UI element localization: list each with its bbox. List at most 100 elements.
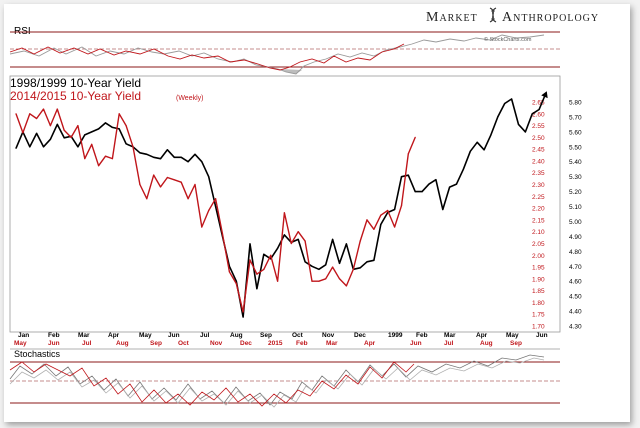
legend-black-label: 1998/1999 10-Year Yield xyxy=(10,76,141,90)
y-tick-black: 5.00 xyxy=(569,219,582,226)
x-axis-bottom-labels: May Jun Jul Aug Sep Oct Nov Dec 2015 Feb Mar Apr Jun… xyxy=(14,340,522,347)
chart-frame: RSI © StockCharts.com Market Anthropolog… xyxy=(4,4,630,422)
x-tick-top: Jun xyxy=(536,332,548,339)
data-point xyxy=(283,212,285,214)
rsi-red-line xyxy=(9,43,405,71)
data-point xyxy=(104,122,107,124)
data-point xyxy=(153,156,155,158)
chart-canvas: RSI © StockCharts.com Market Anthropolog… xyxy=(9,7,599,408)
x-tick-top: Aug xyxy=(230,332,243,339)
series-line-1998-1999 xyxy=(15,92,547,318)
data-point xyxy=(118,113,120,115)
x-tick-top: Mar xyxy=(444,332,456,339)
data-point xyxy=(166,176,168,179)
y-tick-red: 2.20 xyxy=(532,206,545,213)
x-tick-bottom: Sep xyxy=(510,340,522,347)
rsi-gray-line xyxy=(9,34,545,75)
data-point xyxy=(352,268,354,270)
x-tick-bottom: 2015 xyxy=(268,340,283,347)
data-point xyxy=(373,259,375,261)
data-point xyxy=(208,176,210,178)
y-tick-black: 4.90 xyxy=(569,234,582,241)
data-point xyxy=(221,233,224,235)
data-point xyxy=(146,198,148,200)
data-point xyxy=(187,161,189,163)
y-tick-red: 1.75 xyxy=(532,312,545,319)
data-point xyxy=(36,132,38,134)
data-point xyxy=(91,131,93,133)
y-tick-red: 2.45 xyxy=(532,147,545,154)
y-tick-red: 1.95 xyxy=(532,265,545,272)
series-line-2014-2015 xyxy=(15,108,416,313)
data-point xyxy=(180,181,182,183)
data-point xyxy=(304,261,306,263)
data-point xyxy=(345,243,347,245)
data-point xyxy=(125,143,127,145)
data-point xyxy=(49,138,52,140)
data-point xyxy=(277,247,279,249)
x-tick-top: May xyxy=(506,332,519,339)
data-point xyxy=(215,198,217,200)
y-tick-red: 2.25 xyxy=(532,194,545,201)
y-tick-black: 5.10 xyxy=(569,204,582,211)
y-tick-black: 5.20 xyxy=(569,189,582,196)
data-point xyxy=(242,311,244,313)
data-point xyxy=(166,149,168,151)
data-point xyxy=(414,136,416,138)
legend-red-note: (Weekly) xyxy=(176,95,203,102)
y-tick-black: 5.80 xyxy=(569,100,582,107)
data-point xyxy=(311,265,313,267)
stochastics-label: Stochastics xyxy=(14,349,61,359)
x-tick-bottom: Jun xyxy=(48,340,60,347)
y-tick-black: 5.30 xyxy=(569,174,582,181)
x-tick-bottom: Oct xyxy=(178,340,190,347)
y-tick-red: 2.00 xyxy=(532,253,545,260)
data-point xyxy=(22,132,24,134)
brand-name-right: Anthropology xyxy=(502,10,599,25)
data-point xyxy=(63,129,65,131)
data-point xyxy=(70,136,72,138)
y-axis-black: 5.80 5.70 5.60 5.50 5.40 5.30 5.20 5.10 5.00 4.90… xyxy=(569,100,582,331)
y-tick-black: 4.30 xyxy=(569,324,582,331)
data-point xyxy=(125,125,127,127)
data-point xyxy=(469,150,471,152)
data-point xyxy=(380,214,382,216)
y-tick-red: 2.35 xyxy=(532,170,545,177)
data-point xyxy=(338,278,341,280)
data-point xyxy=(407,153,409,155)
y-tick-red: 2.50 xyxy=(532,135,545,142)
data-point xyxy=(483,149,485,151)
x-tick-top: Jun xyxy=(168,332,180,339)
x-tick-top: 1999 xyxy=(388,332,403,339)
data-point xyxy=(297,238,299,240)
y-tick-red: 2.10 xyxy=(532,229,545,236)
data-point xyxy=(400,205,403,207)
data-point xyxy=(98,128,100,130)
data-point xyxy=(42,146,45,148)
data-point xyxy=(332,266,334,268)
data-point xyxy=(414,191,416,193)
data-point xyxy=(449,186,451,188)
data-point xyxy=(146,153,148,155)
x-tick-bottom: Feb xyxy=(296,340,308,347)
data-point xyxy=(256,273,258,275)
data-point xyxy=(42,108,45,110)
data-point xyxy=(153,174,155,176)
data-point xyxy=(173,156,175,158)
data-point xyxy=(201,161,203,163)
data-point xyxy=(63,137,65,139)
data-point xyxy=(476,141,478,143)
stockcharts-credit: © StockCharts.com xyxy=(484,36,532,43)
data-point xyxy=(15,113,17,115)
data-point xyxy=(36,117,38,120)
data-point xyxy=(139,152,141,154)
data-point xyxy=(394,226,396,228)
data-point xyxy=(359,267,361,269)
data-point xyxy=(208,209,210,212)
data-point xyxy=(29,146,31,148)
x-tick-top: Jul xyxy=(200,332,210,339)
data-point xyxy=(277,280,279,282)
y-axis-red: 2.65 2.60 2.55 2.50 2.45 2.40 2.35 2.30 2.25 2.20… xyxy=(532,100,545,331)
data-point xyxy=(297,231,299,233)
data-point xyxy=(215,205,217,208)
